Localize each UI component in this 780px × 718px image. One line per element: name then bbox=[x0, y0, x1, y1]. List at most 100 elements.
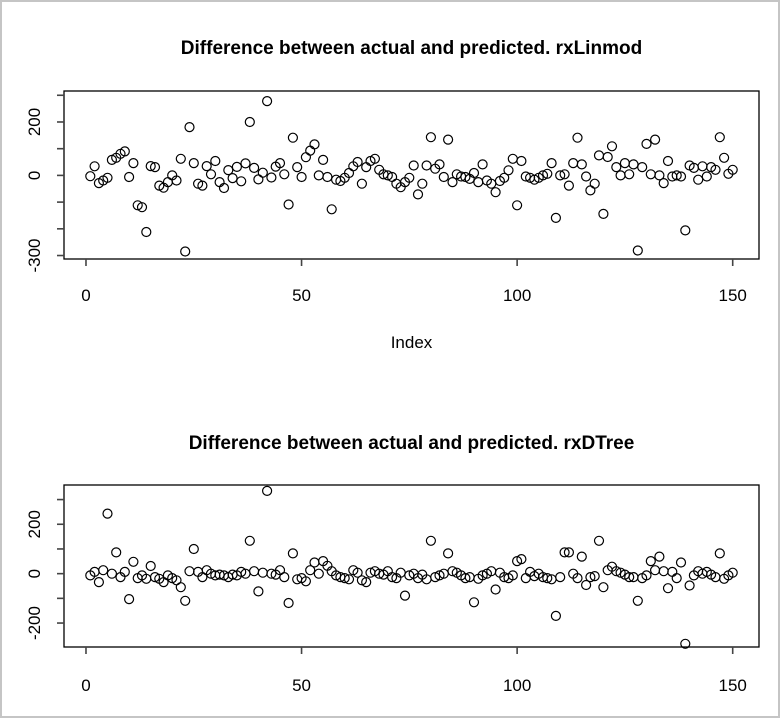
data-point bbox=[555, 170, 566, 181]
data-point bbox=[438, 171, 449, 183]
x-tick-label: 100 bbox=[503, 286, 531, 305]
data-point bbox=[180, 595, 191, 606]
data-point bbox=[542, 572, 553, 584]
data-point bbox=[576, 551, 587, 562]
data-point bbox=[662, 583, 674, 594]
data-point bbox=[468, 167, 480, 179]
data-point bbox=[628, 159, 639, 170]
data-point bbox=[680, 225, 691, 236]
y-tick-label: 200 bbox=[25, 108, 44, 136]
data-point bbox=[490, 187, 501, 198]
data-point bbox=[214, 177, 225, 188]
x-tick-label: 0 bbox=[81, 676, 90, 695]
data-point bbox=[356, 178, 367, 189]
data-point bbox=[201, 161, 212, 172]
data-point bbox=[257, 567, 268, 578]
data-point bbox=[593, 535, 605, 546]
data-point bbox=[180, 246, 191, 257]
data-point bbox=[352, 156, 363, 168]
data-point bbox=[473, 177, 484, 188]
data-point bbox=[624, 169, 635, 180]
data-point bbox=[296, 171, 307, 183]
data-point bbox=[257, 167, 268, 178]
data-point bbox=[619, 158, 631, 169]
data-point bbox=[550, 610, 562, 622]
plot-box bbox=[63, 484, 760, 648]
data-point bbox=[602, 151, 613, 163]
data-point bbox=[503, 165, 514, 176]
data-point bbox=[654, 551, 665, 562]
data-point bbox=[563, 180, 575, 191]
data-point bbox=[361, 162, 372, 173]
data-point bbox=[412, 189, 424, 200]
data-point bbox=[671, 170, 682, 181]
data-point bbox=[654, 170, 665, 181]
data-point bbox=[697, 161, 708, 172]
data-point bbox=[589, 570, 600, 582]
data-point bbox=[305, 565, 316, 576]
data-point bbox=[593, 150, 605, 161]
data-point bbox=[352, 567, 363, 578]
x-axis-label-index: Index bbox=[390, 333, 433, 352]
data-point bbox=[287, 548, 298, 559]
data-point bbox=[184, 566, 195, 577]
x-tick-label: 0 bbox=[81, 286, 90, 305]
data-point bbox=[119, 566, 130, 578]
data-point bbox=[227, 173, 238, 184]
y-axis: 200 0 -200 bbox=[25, 498, 64, 640]
data-point bbox=[343, 574, 355, 585]
data-point bbox=[434, 570, 445, 581]
data-point bbox=[111, 547, 122, 558]
data-point bbox=[300, 576, 311, 587]
data-point bbox=[287, 132, 298, 143]
data-point bbox=[580, 579, 592, 591]
x-tick-label: 50 bbox=[292, 676, 311, 695]
y-tick-label: 0 bbox=[25, 569, 44, 578]
data-point bbox=[649, 565, 661, 576]
x-tick-label: 50 bbox=[292, 286, 311, 305]
data-point bbox=[223, 165, 234, 176]
data-point bbox=[611, 566, 622, 577]
data-point bbox=[102, 508, 113, 519]
data-point bbox=[145, 161, 156, 172]
data-point bbox=[188, 158, 199, 169]
panel-rxdtree: 0 50 100 150 200 0 -200 bbox=[25, 484, 760, 695]
data-point bbox=[624, 571, 635, 583]
data-point bbox=[98, 565, 109, 576]
data-point bbox=[300, 152, 311, 163]
data-point bbox=[141, 226, 152, 238]
x-tick-label: 150 bbox=[719, 676, 747, 695]
data-point bbox=[714, 132, 725, 143]
data-point bbox=[326, 204, 337, 215]
data-point bbox=[641, 138, 652, 149]
data-point bbox=[443, 548, 454, 559]
data-point bbox=[382, 170, 393, 181]
data-point bbox=[447, 566, 458, 577]
data-point bbox=[507, 153, 518, 164]
data-point bbox=[585, 571, 596, 583]
data-point bbox=[658, 178, 669, 189]
data-point bbox=[507, 570, 518, 581]
data-point bbox=[546, 158, 557, 169]
data-point bbox=[645, 169, 656, 180]
data-point bbox=[175, 582, 186, 593]
data-point bbox=[279, 169, 290, 180]
data-point bbox=[136, 202, 148, 213]
data-point bbox=[417, 178, 428, 189]
data-point bbox=[145, 560, 156, 572]
data-point bbox=[675, 171, 687, 182]
data-point bbox=[662, 155, 674, 167]
data-point bbox=[511, 200, 523, 211]
data-point bbox=[262, 95, 273, 107]
data-point bbox=[266, 568, 277, 579]
data-point bbox=[430, 571, 441, 583]
data-point bbox=[637, 162, 648, 173]
data-points bbox=[85, 95, 738, 257]
data-point bbox=[718, 152, 730, 163]
data-point bbox=[369, 153, 380, 164]
data-point bbox=[309, 139, 320, 150]
data-point bbox=[477, 159, 488, 170]
data-point bbox=[680, 638, 691, 649]
data-point bbox=[645, 555, 656, 567]
